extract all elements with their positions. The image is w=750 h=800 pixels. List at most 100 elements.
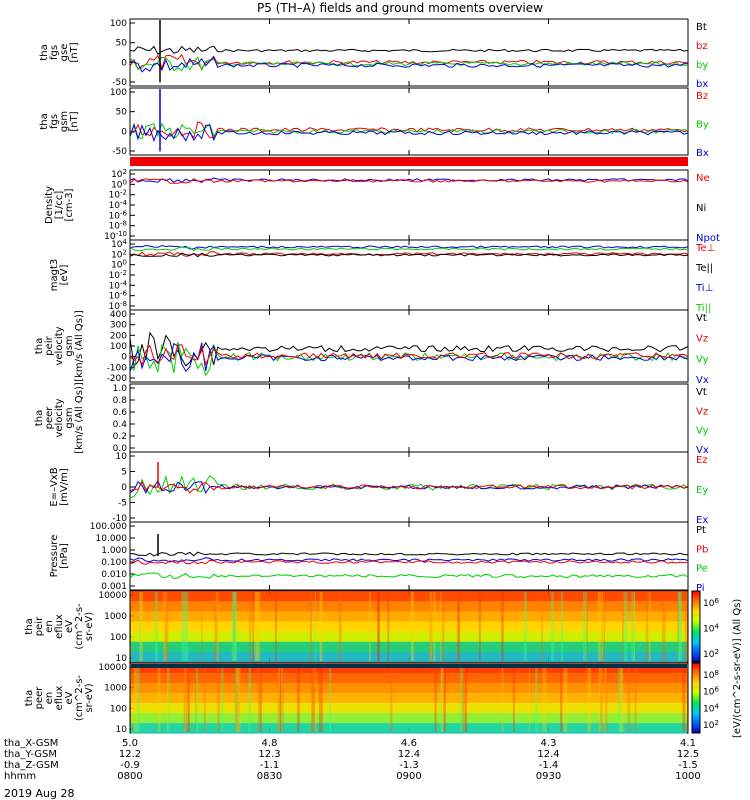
spectrogram-band [131,631,687,643]
spectrogram-band [131,591,687,602]
ephem-value: 12.5 [677,749,699,760]
ytick-label: 5 [121,468,127,478]
panel-frame [129,521,689,591]
trace-pi [129,557,689,563]
panel-3: Density[1/cc][cm-3]10210010-210-410-610-… [44,168,720,244]
spectrogram-streak [183,664,186,732]
panel-2: thafgsgsm[nT] 100 50 0 -50 Bz By Bx [39,87,709,159]
trace-pe [129,572,689,580]
ephem-value: 0800 [117,771,142,782]
panel-9: thapeirenefluxeV(cm^2-s-sr-eV)1000010001… [24,590,689,664]
spectrogram-streak [560,664,563,732]
ylabel-line: eflux [54,614,65,639]
legend-vz: Vz [696,334,708,345]
ytick-label: 0 [121,353,127,363]
legend-ey: Ey [696,485,708,496]
spectrogram-streak [235,664,238,732]
trace-ne [129,178,689,184]
ytick-label: 0 [121,483,127,493]
legend-vt: Vt [696,387,707,398]
trace-ti-perp [129,244,689,250]
spectrogram-streak [501,592,504,661]
spectrogram-streak [259,664,262,732]
spectrogram-streak [203,664,206,732]
ylabel-line: eV [64,620,75,633]
spectrogram-streak [535,664,539,732]
x-axis-footer: tha_X-GSM 5.0 4.8 4.6 4.3 4.1 tha_Y-GSM 12.2 12.… [4,738,701,782]
legend-vz: Vz [696,406,708,417]
footer-date: 2019 Aug 28 [4,787,74,800]
ylabel-line: [mV/m] [59,468,70,506]
spectrogram-streak [320,592,323,661]
colorbar-tick: 104 [703,623,719,635]
spectrogram-streak [377,592,380,661]
legend-pt: Pt [696,525,706,536]
ephem-value: -1.3 [399,760,419,771]
spectrogram-streak [560,592,564,661]
ytick-label: 10 [116,654,128,664]
panel-ylabel: thapeirvelocitygsm[km/s (All Qs)] [34,310,85,382]
ytick-label: 400 [110,310,127,320]
trace-npot [129,177,689,183]
spectrogram-band [131,683,687,694]
trace-ti-par [129,246,689,252]
spectrogram-streak [311,664,315,732]
ylabel-line: (cm^2-s- [74,603,85,650]
panel-7: E=–VxB[mV/m] 10 5 0 -5 -10 Ez Ey Ex [49,451,708,526]
ytick-label: 0.100 [101,558,127,568]
spectrogram-streak [138,664,140,732]
spectrogram-streak [377,592,380,661]
legend-bx: bx [696,79,708,90]
spectrogram-streak [618,664,622,732]
ytick-label: 50 [116,39,128,49]
ytick-label: 0.2 [113,432,127,442]
ytick-label: 100 [110,19,127,29]
ylabel-line: [nT] [69,111,80,131]
spectrogram-streak [563,664,568,732]
spectrogram-band [131,621,687,633]
trace-te-par [129,252,689,258]
ylabel-line: eflux [54,686,65,711]
ephem-value: 4.3 [541,738,557,749]
spectrogram-streak [249,592,252,661]
ylabel-line: tha [24,690,35,706]
spectrogram-streak [237,664,241,732]
spectrogram-streak [459,664,463,732]
spectrogram-streak [278,664,281,732]
panel-ylabel: E=–VxB[mV/m] [49,467,70,506]
spectrogram-streak [583,592,587,661]
spectrogram-streak [439,592,442,661]
ytick-label: 0 [121,58,127,68]
ytick-label: 50 [116,108,128,118]
ephem-value: 12.3 [258,749,280,760]
spectrogram-streak [464,664,468,732]
ylabel-line: [nPa] [59,543,70,569]
trace-vx [129,342,688,373]
ephem-value: -0.9 [120,760,140,771]
ytick-label: 0.010 [101,570,127,580]
spectrogram-streak [661,592,666,661]
spectrogram-streak [231,592,234,661]
spectrogram-band [131,703,687,714]
colorbar-tick: 106 [703,686,719,698]
panel-4: magt3[eV]10410210010-210-410-610-8Te⊥Te|… [49,238,715,314]
spectrogram-streak [601,664,603,732]
panel-ylabel: Pressure[nPa] [49,535,70,578]
colorbar-tick: 104 [703,702,719,714]
spectrogram-streak [605,664,608,732]
spectrogram-streak [677,592,679,661]
panel-ylabel: thapeervelocitygsm[km/s (All Qs)] [34,382,85,454]
ylabel-line: gsm [64,335,75,356]
spectrogram-band [131,601,687,612]
trace-bx [129,123,689,142]
ephem-value: 12.4 [398,749,420,760]
ylabel-line: [cm-3] [64,188,75,221]
spectrogram-streak [280,664,284,732]
spectrogram-streak [684,592,687,661]
spectrogram-streak [542,664,547,732]
spectrogram-streak [627,664,631,732]
spectrogram-streak [429,592,432,661]
trace-bz [129,121,689,139]
ylabel-line: sr-eV) [84,612,95,641]
